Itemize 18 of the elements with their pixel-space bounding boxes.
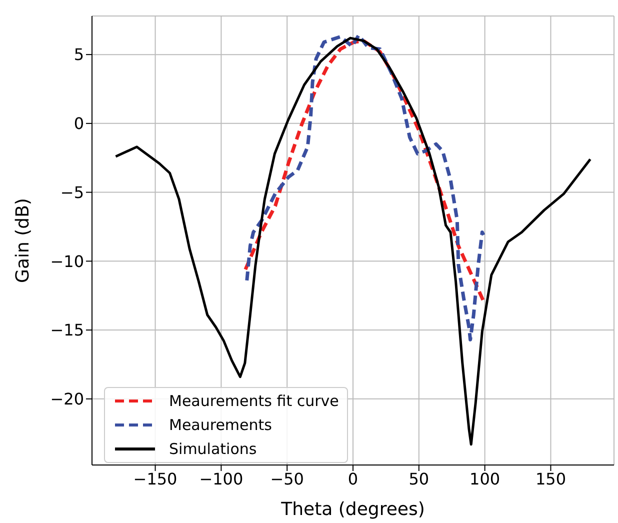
y-axis-title: Gain (dB): [12, 198, 34, 283]
x-tick-label: 0: [348, 469, 358, 488]
y-tick-label: −15: [50, 320, 84, 340]
y-tick-label: 5: [74, 45, 84, 64]
y-tick-label: 0: [74, 114, 84, 134]
y-tick-label: −20: [50, 390, 84, 409]
x-tick-label: −50: [270, 469, 304, 488]
x-axis-title: Theta (degrees): [280, 499, 425, 520]
y-tick-label: −5: [60, 182, 84, 202]
legend-label: Simulations: [169, 440, 257, 458]
x-tick-label: −100: [199, 469, 244, 488]
x-tick-label: 50: [408, 469, 430, 488]
x-tick-label: 100: [470, 469, 500, 488]
legend-label: Meaurements fit curve: [169, 392, 339, 410]
x-tick-label: −150: [133, 469, 178, 488]
x-tick-label: 150: [535, 469, 566, 488]
legend-label: Meaurements: [169, 416, 272, 434]
y-tick-label: −10: [50, 252, 84, 271]
